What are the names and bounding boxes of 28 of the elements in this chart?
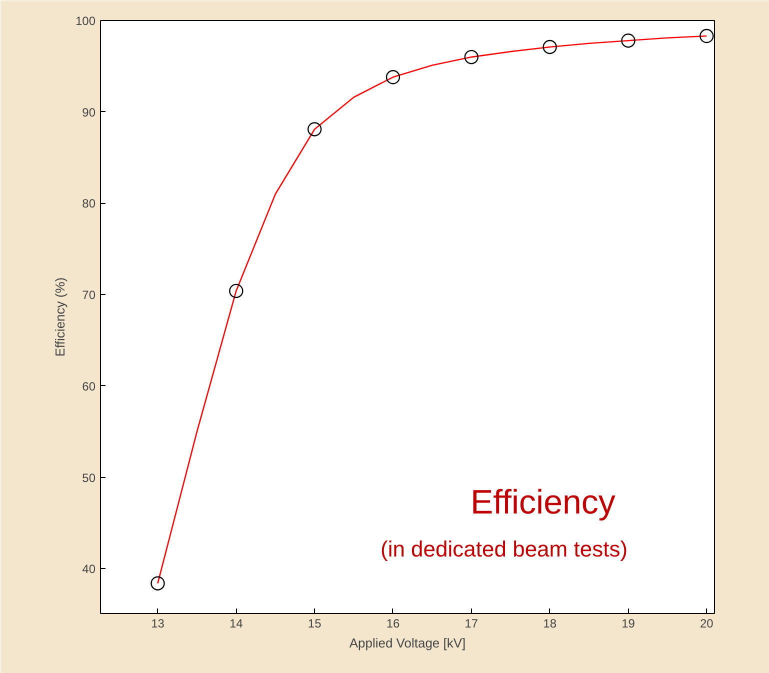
x-tick-label: 16	[386, 616, 400, 630]
line-series	[157, 35, 708, 584]
x-tick-label: 17	[464, 616, 478, 630]
x-tick-label: 18	[543, 616, 557, 630]
annotation: Efficiency	[470, 484, 616, 522]
x-axis-title: Applied Voltage [kV]	[349, 636, 466, 650]
y-tick-label: 80	[82, 196, 96, 211]
x-tick-label: 15	[308, 616, 322, 630]
x-tick-label: 14	[229, 616, 244, 630]
annotation: (in dedicated beam tests)	[380, 536, 628, 562]
point	[700, 28, 714, 44]
point	[542, 40, 557, 54]
point	[386, 70, 400, 84]
y-axis-title: Efficiency (%)	[52, 277, 68, 357]
point	[150, 576, 165, 590]
point	[464, 50, 479, 64]
y-tick-label: 90	[82, 105, 96, 120]
x-tick-label: 20	[700, 616, 714, 630]
y-tick-label: 50	[82, 470, 96, 485]
x-tick-label: 19	[622, 616, 636, 630]
point	[621, 34, 636, 48]
y-tick-label: 40	[82, 562, 96, 576]
x-tick-label: 13	[151, 616, 165, 630]
y-tick-label: 60	[82, 379, 96, 394]
point	[229, 284, 244, 298]
y-tick-label: 100	[75, 14, 96, 28]
y-tick-label: 70	[82, 288, 96, 302]
point	[307, 122, 322, 136]
